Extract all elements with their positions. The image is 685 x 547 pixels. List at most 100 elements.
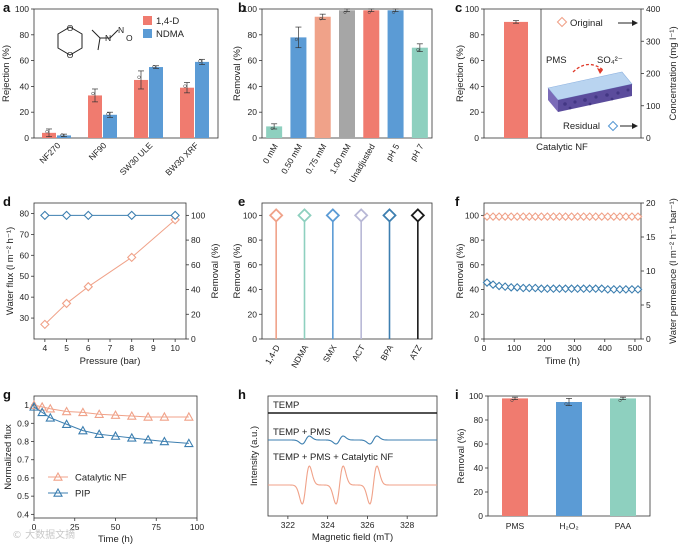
- f-removal-point-7: [524, 212, 534, 221]
- panel-label-g: g: [3, 387, 11, 402]
- c-annotation-pms: PMS: [546, 55, 567, 66]
- e-ytick-label-3: 60: [248, 260, 258, 270]
- c-ytick-label-1: 20: [470, 107, 480, 117]
- b-point-5: [392, 10, 396, 14]
- c-original-marker: [556, 16, 568, 28]
- g-ylabel: Normalized flux: [3, 424, 14, 490]
- c-ylabel: Rejection (%): [455, 45, 466, 102]
- f-removal-point-15: [573, 212, 582, 221]
- a-xtick-label-2: SW30 ULE: [118, 140, 155, 177]
- a-ytick-label-5: 100: [15, 4, 29, 14]
- f-removal-point-11: [549, 212, 558, 221]
- d-flux-line: [44, 219, 176, 325]
- f-permeance-point-22: [615, 284, 625, 294]
- i-point-1: [564, 402, 568, 406]
- c-xlabel: Catalytic NF: [536, 142, 588, 153]
- b-xtick-label-2: 0.75 mM: [303, 142, 328, 176]
- f-ytick-label-0: 0: [474, 334, 479, 344]
- c-ytick-label-3: 60: [470, 56, 480, 66]
- b-bar-3: [339, 10, 355, 138]
- a-point-0-1: [91, 91, 95, 96]
- g-xtick-label-0: 0: [32, 522, 37, 532]
- g-point-0-8: [143, 411, 154, 421]
- b-ylabel: Removal (%): [232, 46, 243, 101]
- g-ytick-label-3: 0.7: [17, 455, 29, 465]
- g-ytick-label-0: 0.4: [17, 509, 29, 519]
- panel-label-a: a: [3, 0, 11, 15]
- panel-b: b 0 20 40 60 80 100 Removal (%) 0 mM 0.50 mM 0.75 …: [232, 0, 433, 184]
- i-point-2: [618, 398, 622, 402]
- panel-label-d: d: [3, 194, 11, 209]
- d-xtick-label-4: 8: [129, 343, 134, 353]
- g-xtick-label-2: 50: [111, 522, 121, 532]
- a-xtick-label-0: NF270: [37, 140, 62, 165]
- a-ytick-label-1: 20: [20, 107, 30, 117]
- g-ytick-label-6: 1: [24, 400, 29, 410]
- a-dioxane-o-top: O: [67, 23, 74, 33]
- b-ytick-label-0: 0: [252, 133, 257, 143]
- c-y2tick-label-0: 0: [646, 133, 651, 143]
- i-ylabel: Removal (%): [456, 429, 467, 484]
- g-point-1-1: [37, 407, 48, 417]
- a-bar-dioxane-2: [134, 79, 148, 138]
- c-ytick-label-4: 80: [470, 30, 480, 40]
- f-xtick-label-2: 200: [537, 343, 551, 353]
- e-xtick-label-4: BPA: [378, 343, 395, 362]
- g-point-1-7: [126, 432, 137, 442]
- e-ytick-label-2: 40: [248, 285, 258, 295]
- e-xtick-label-2: SMX: [321, 343, 339, 364]
- d-ytick-label-5: 80: [20, 208, 30, 218]
- e-ytick-label-0: 0: [252, 334, 257, 344]
- f-permeance-point-16: [579, 284, 589, 294]
- c-residual-arrowhead: [632, 123, 638, 129]
- d-ylabel: Water flux (l m⁻² h⁻¹): [5, 227, 16, 315]
- f-permeance-point-25: [633, 284, 643, 294]
- g-ytick-label-5: 0.9: [17, 418, 29, 428]
- f-removal-point-24: [627, 212, 637, 221]
- g-point-0-6: [110, 409, 121, 419]
- f-removal-point-1: [488, 212, 498, 221]
- c-ytick-label-5: 100: [465, 4, 479, 14]
- g-point-0-3: [61, 406, 72, 416]
- a-ylabel: Rejection (%): [1, 45, 12, 102]
- b-xtick-label-3: 1.00 mM: [328, 142, 353, 176]
- d-ytick-label-2: 50: [20, 271, 30, 281]
- f-xtick-label-4: 400: [598, 343, 612, 353]
- d-xtick-label-3: 7: [108, 343, 113, 353]
- d-xtick-label-1: 5: [64, 343, 69, 353]
- i-xtick-label-1: H₂O₂: [559, 521, 578, 531]
- b-xtick-label-5: pH 5: [384, 142, 402, 163]
- e-marker-1: [297, 208, 312, 223]
- a-dioxane-o-bottom: O: [67, 50, 74, 60]
- f-permeance-point-5: [512, 282, 522, 292]
- d-frame: [33, 202, 187, 340]
- panel-label-e: e: [238, 194, 245, 209]
- f-permeance-point-21: [609, 284, 619, 294]
- f-removal-point-4: [506, 212, 516, 221]
- h-ylabel: Intensity (a.u.): [249, 426, 260, 486]
- b-bar-6: [411, 47, 428, 139]
- h-xtick-label-1: 324: [321, 520, 335, 530]
- f-permeance-point-6: [518, 283, 528, 293]
- b-point-6: [416, 48, 420, 52]
- d-flux-point-0: [40, 319, 50, 330]
- g-line-0: [33, 404, 189, 418]
- a-bar-ndma-3: [195, 61, 209, 138]
- f-permeance-point-15: [573, 284, 582, 294]
- d-ytick-label-0: 30: [20, 313, 30, 323]
- a-xtick-label-1: NF90: [87, 140, 109, 162]
- f-xtick-label-3: 300: [567, 343, 581, 353]
- f-removal-point-22: [615, 212, 625, 221]
- a-ndma-n: N: [105, 33, 111, 43]
- b-ytick-label-4: 80: [248, 30, 258, 40]
- a-ytick-label-0: 0: [24, 133, 29, 143]
- g-point-0-9: [159, 411, 170, 421]
- f-removal-point-5: [512, 212, 522, 221]
- panel-label-f: f: [455, 194, 460, 209]
- a-point-1-1: [106, 112, 110, 116]
- e-xtick-label-1: NDMA: [289, 343, 310, 370]
- i-ytick-label-5: 100: [469, 391, 483, 401]
- b-point-1: [294, 37, 298, 41]
